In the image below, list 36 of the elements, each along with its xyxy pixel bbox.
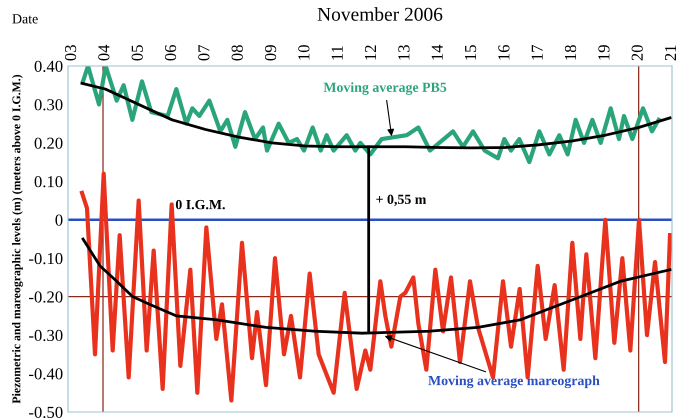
y-tick-label: 0.20 (34, 138, 63, 149)
x-tick-label: 19 (598, 45, 610, 60)
y-tick-label: -0.30 (29, 330, 63, 342)
x-tick-label: 11 (332, 46, 343, 60)
x-tick-label: 15 (465, 45, 476, 60)
y-tick-label: -0.50 (29, 406, 63, 418)
annotation: + 0,55 m (376, 194, 426, 206)
x-tick-label: 16 (498, 44, 510, 60)
x-tick-label: 07 (198, 44, 210, 61)
x-tick-label: 09 (264, 45, 276, 61)
y-tick-label: -0.20 (29, 291, 63, 303)
y-tick-label: 0.40 (34, 60, 63, 72)
y-axis-title: Piezometric and mareographic levels (m) (meters above 0 I.G.M.) (12, 74, 23, 404)
y-tick-label: 0.10 (34, 176, 63, 188)
y-tick-label: -0.10 (29, 252, 63, 264)
x-tick-label: 21 (664, 45, 676, 60)
x-tick-label: 05 (132, 45, 143, 61)
x-tick-label: 20 (632, 45, 643, 60)
x-tick-label: 04 (98, 44, 110, 61)
x-tick-label: 10 (298, 45, 310, 60)
y-tick-label: 0 (55, 214, 63, 226)
ref-line-label: 0 I.G.M. (176, 200, 225, 210)
chart-title: November 2006 (318, 7, 442, 21)
annotation: Moving average mareograph (428, 375, 600, 388)
x-tick-label: 08 (232, 45, 243, 61)
y-tick-label: 0.30 (34, 99, 63, 110)
text: Date (12, 14, 38, 24)
x-tick-label: 13 (398, 45, 410, 60)
x-tick-label: 17 (532, 44, 543, 60)
x-tick-label: 14 (432, 44, 443, 60)
x-tick-label: 18 (564, 45, 576, 60)
x-tick-label: 12 (364, 45, 376, 60)
x-tick-label: 03 (64, 45, 76, 61)
x-tick-label: 06 (164, 44, 176, 61)
annotation: Moving average PB5 (324, 82, 446, 95)
y-tick-label: -0.40 (29, 368, 63, 380)
